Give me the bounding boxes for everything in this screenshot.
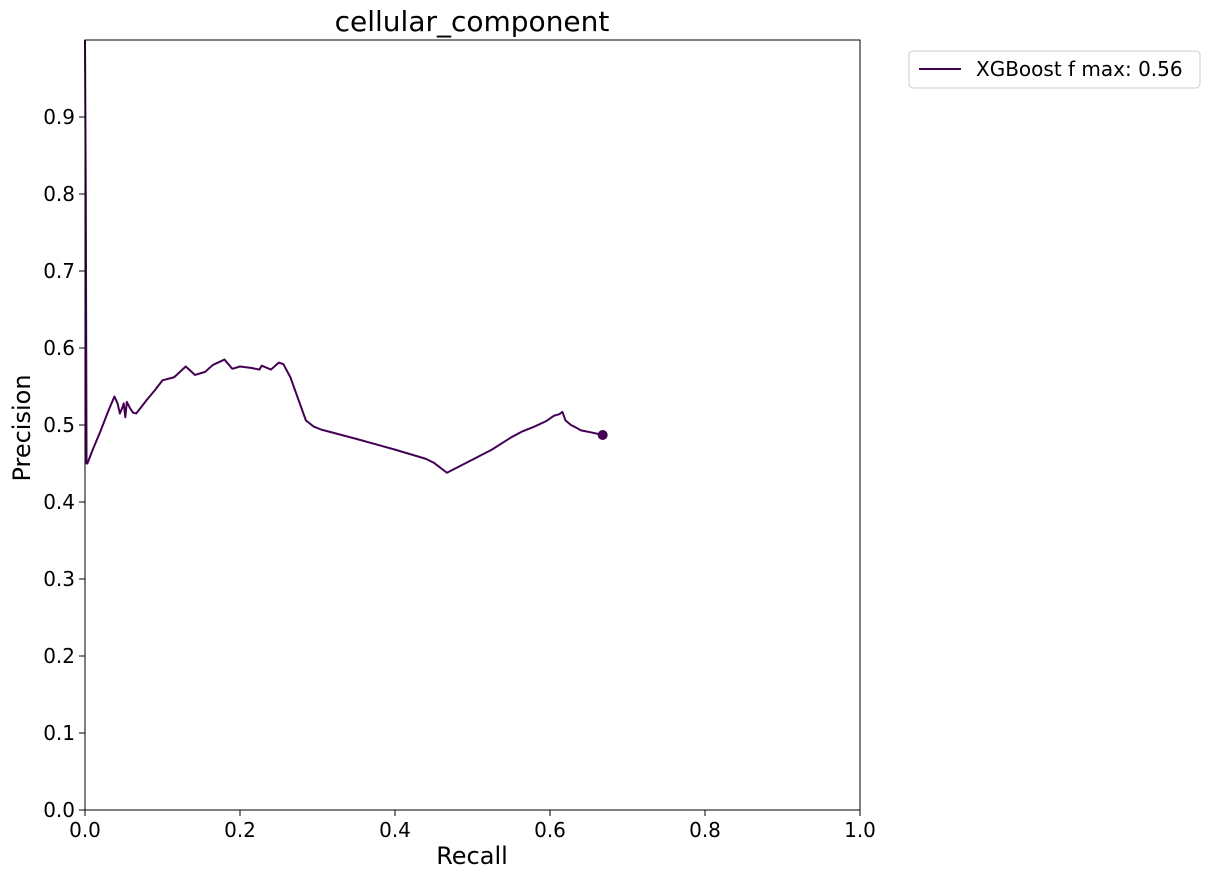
y-tick-label: 0.7 [43,259,75,283]
y-axis-title: Precision [8,374,36,481]
fmax-point-marker [597,430,608,441]
y-tick-label: 0.1 [43,721,75,745]
plot-frame [84,39,861,811]
y-tick-label: 0.2 [43,644,75,668]
y-tick-label: 0.4 [43,490,75,514]
x-tick-label: 0.0 [69,818,101,842]
series-group [84,39,608,474]
y-tick-label: 0.5 [43,413,75,437]
legend: XGBoost f max: 0.56 [908,50,1201,89]
y-tick-label: 0.3 [43,567,75,591]
chart-title: cellular_component [335,5,610,38]
x-tick-label: 1.0 [844,818,876,842]
series-line [84,39,603,474]
x-tick-label: 0.2 [224,818,256,842]
legend-label: XGBoost f max: 0.56 [976,57,1183,81]
legend-box [908,50,1201,89]
y-tick-label: 0.6 [43,336,75,360]
x-tick-label: 0.8 [689,818,721,842]
y-tick-label: 0.0 [43,798,75,822]
x-tick-label: 0.6 [534,818,566,842]
axis-ticks: 0.0 0.2 0.4 0.6 0.8 1.0 0.0 0.1 0.2 0.3 0.4 0.5 0.6 0… [43,105,876,842]
x-axis-title: Recall [436,842,508,870]
y-tick-label: 0.9 [43,105,75,129]
x-tick-label: 0.4 [379,818,411,842]
plot-area [85,40,860,810]
y-tick-label: 0.8 [43,182,75,206]
